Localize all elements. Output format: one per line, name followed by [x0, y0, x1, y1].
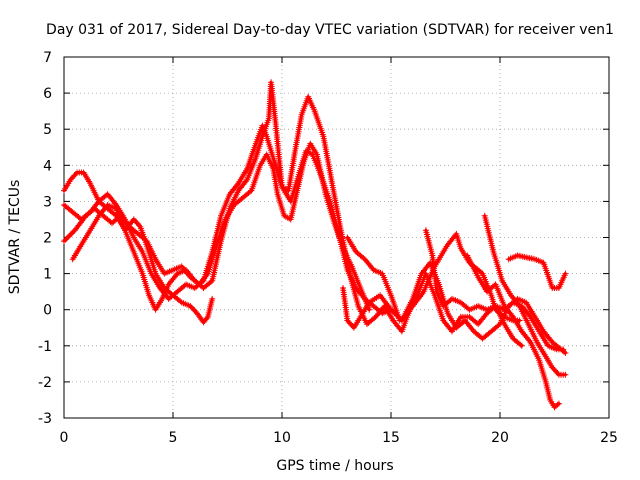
y-axis-label: SDTVAR / TECUs — [7, 180, 23, 295]
x-tick-label: 0 — [60, 430, 69, 446]
y-tick-label: 2 — [43, 231, 52, 247]
y-tick-label: 3 — [43, 194, 52, 210]
y-tick-label: 1 — [43, 267, 52, 283]
series-markers — [464, 252, 562, 411]
series-track-9 — [481, 212, 569, 378]
series-track-10 — [464, 252, 562, 411]
y-tick-label: 4 — [43, 158, 52, 174]
y-tick-label: -1 — [38, 339, 52, 355]
y-tick-label: -2 — [38, 375, 52, 391]
x-tick-label: 25 — [600, 430, 618, 446]
series-markers — [344, 234, 525, 349]
x-tick-label: 5 — [169, 430, 178, 446]
y-tick-label: -3 — [38, 411, 52, 427]
x-tick-label: 15 — [382, 430, 400, 446]
series-markers — [69, 79, 418, 335]
series-track-7 — [422, 227, 567, 353]
series-markers — [505, 252, 569, 291]
x-tick-label: 20 — [491, 430, 509, 446]
chart-title: Day 031 of 2017, Sidereal Day-to-day VTE… — [46, 22, 614, 38]
x-axis-label: GPS time / hours — [276, 458, 393, 474]
series-group — [61, 79, 569, 411]
series-markers — [481, 212, 569, 378]
x-tick-label: 10 — [273, 430, 291, 446]
y-tick-label: 6 — [43, 86, 52, 102]
y-tick-label: 7 — [43, 50, 52, 66]
y-tick-label: 0 — [43, 303, 52, 319]
series-markers — [422, 227, 567, 353]
axis-ticks: 0 5 10 15 20 25 -3 -2 -1 0 1 2 3 4 5 6 7 — [38, 50, 618, 446]
series-track-11 — [505, 252, 569, 291]
y-tick-label: 5 — [43, 122, 52, 138]
series-track-4 — [69, 79, 418, 335]
